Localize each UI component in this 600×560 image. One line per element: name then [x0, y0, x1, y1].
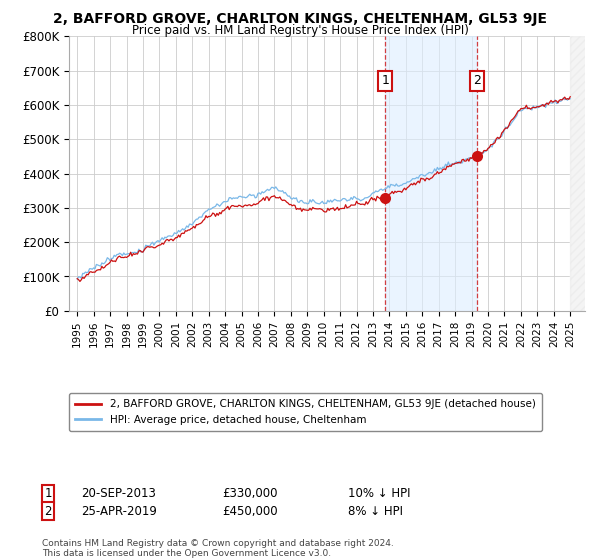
Text: 1: 1: [382, 74, 389, 87]
Text: 1: 1: [44, 487, 52, 501]
Text: Contains HM Land Registry data © Crown copyright and database right 2024.
This d: Contains HM Land Registry data © Crown c…: [42, 539, 394, 558]
Text: 10% ↓ HPI: 10% ↓ HPI: [348, 487, 410, 501]
Text: 2, BAFFORD GROVE, CHARLTON KINGS, CHELTENHAM, GL53 9JE: 2, BAFFORD GROVE, CHARLTON KINGS, CHELTE…: [53, 12, 547, 26]
Bar: [570, 36, 593, 311]
Text: 20-SEP-2013: 20-SEP-2013: [81, 487, 156, 501]
Legend: 2, BAFFORD GROVE, CHARLTON KINGS, CHELTENHAM, GL53 9JE (detached house), HPI: Av: 2, BAFFORD GROVE, CHARLTON KINGS, CHELTE…: [69, 393, 542, 431]
Text: 2: 2: [473, 74, 481, 87]
Bar: [385, 36, 477, 311]
Text: Price paid vs. HM Land Registry's House Price Index (HPI): Price paid vs. HM Land Registry's House …: [131, 24, 469, 36]
Text: 25-APR-2019: 25-APR-2019: [81, 505, 157, 518]
Text: £450,000: £450,000: [222, 505, 278, 518]
Text: 2: 2: [44, 505, 52, 518]
Bar: [570, 36, 593, 311]
Text: £330,000: £330,000: [222, 487, 277, 501]
Text: 8% ↓ HPI: 8% ↓ HPI: [348, 505, 403, 518]
